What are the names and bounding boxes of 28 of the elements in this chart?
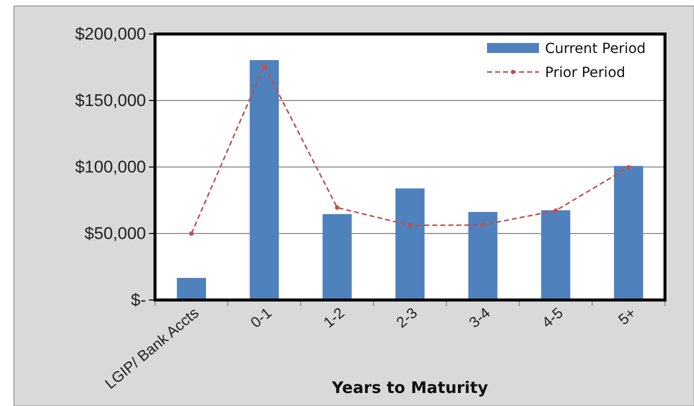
point	[626, 165, 631, 170]
y-tick-label: $-	[130, 290, 146, 310]
bar	[614, 166, 644, 300]
x-tick-label: 0-1	[248, 304, 276, 332]
x-tick-label: 1-2	[320, 304, 348, 332]
bar	[541, 210, 570, 300]
x-tick-label: 4-5	[539, 304, 567, 332]
x-tick-label: 5+	[615, 304, 640, 329]
x-tick-label: 3-4	[466, 304, 494, 332]
y-tick-label: $200,000	[75, 24, 146, 44]
legend-label: Current Period	[545, 41, 646, 57]
point	[334, 205, 340, 210]
bar	[322, 214, 352, 300]
point	[480, 222, 486, 228]
point	[408, 223, 412, 228]
legend-label: Prior Period	[545, 65, 626, 81]
bar	[468, 212, 498, 300]
point	[554, 208, 558, 213]
bar	[395, 188, 425, 300]
bar	[176, 278, 206, 300]
bar	[250, 60, 279, 300]
y-tick-label: $50,000	[84, 224, 146, 243]
x-axis-title: Years to Maturity	[330, 378, 489, 397]
y-tick-label: $100,000	[75, 157, 146, 176]
x-tick-label: 2-3	[393, 304, 421, 332]
point	[189, 231, 194, 236]
point	[262, 63, 266, 68]
y-tick-label: $150,000	[75, 90, 146, 110]
